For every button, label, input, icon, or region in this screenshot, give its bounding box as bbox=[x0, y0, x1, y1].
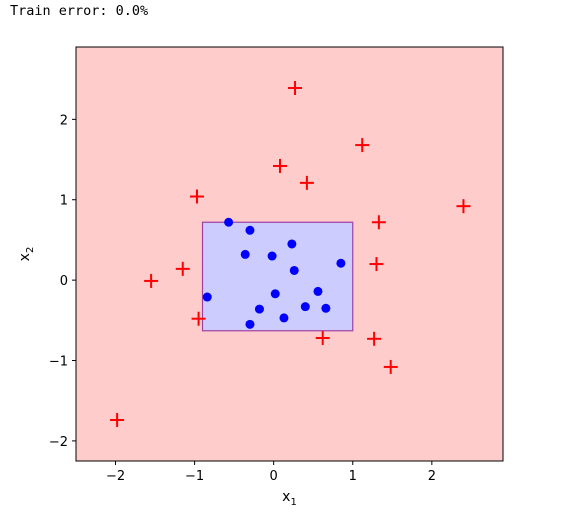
circle-marker bbox=[202, 292, 212, 302]
plus-marker bbox=[315, 331, 330, 346]
circle-marker bbox=[245, 319, 255, 329]
circle-marker bbox=[270, 289, 280, 299]
circle-marker bbox=[336, 258, 346, 268]
y-axis-label-subscript: 2 bbox=[25, 247, 36, 253]
plus-marker bbox=[144, 273, 159, 288]
train-error-output: Train error: 0.0% bbox=[10, 3, 149, 19]
plus-marker bbox=[371, 215, 386, 230]
circle-marker bbox=[287, 239, 297, 249]
x-axis-label: x1 bbox=[282, 489, 297, 508]
circle-marker bbox=[240, 249, 250, 259]
plus-marker bbox=[355, 138, 370, 153]
y-axis-label: x2 bbox=[17, 247, 36, 262]
y-tick-label: −2 bbox=[49, 435, 68, 450]
circle-marker bbox=[245, 225, 255, 235]
x-tick-label: 2 bbox=[428, 469, 436, 484]
x-axis-label-subscript: 1 bbox=[290, 497, 296, 508]
y-axis-label-base: x bbox=[17, 253, 33, 261]
x-axis-ticks: −2 −1 0 1 2 bbox=[106, 461, 436, 484]
plus-marker bbox=[456, 199, 471, 214]
x-tick-label: −2 bbox=[106, 469, 125, 484]
data-points bbox=[110, 80, 471, 428]
plus-marker bbox=[189, 189, 204, 204]
circle-marker bbox=[300, 302, 310, 312]
classifier-region bbox=[201, 221, 354, 332]
y-tick-label: 1 bbox=[60, 194, 68, 209]
circle-marker bbox=[279, 313, 289, 323]
plus-marker bbox=[299, 175, 314, 190]
plus-marker bbox=[288, 80, 303, 95]
circle-marker bbox=[254, 304, 264, 314]
y-tick-label: 2 bbox=[60, 113, 68, 128]
plus-marker bbox=[367, 331, 382, 346]
y-axis-label-group: x2 bbox=[17, 247, 36, 262]
x-tick-label: −1 bbox=[185, 469, 204, 484]
plus-marker bbox=[273, 158, 288, 173]
circle-marker bbox=[313, 286, 323, 296]
plot-frame bbox=[75, 46, 504, 462]
plus-marker bbox=[175, 261, 190, 276]
x-tick-label: 0 bbox=[270, 469, 278, 484]
x-tick-label: 1 bbox=[349, 469, 357, 484]
plus-marker bbox=[110, 413, 125, 428]
circle-marker bbox=[321, 303, 331, 313]
y-axis-ticks: −2 −1 0 1 2 bbox=[49, 113, 76, 450]
circle-marker bbox=[267, 251, 277, 261]
plus-marker bbox=[383, 359, 398, 374]
plus-marker bbox=[191, 311, 206, 326]
circle-marker bbox=[289, 265, 299, 275]
plus-marker bbox=[369, 257, 384, 272]
y-tick-label: 0 bbox=[60, 274, 68, 289]
x-axis-label-base: x bbox=[282, 489, 290, 505]
y-tick-label: −1 bbox=[49, 355, 68, 370]
circle-marker bbox=[224, 217, 234, 227]
